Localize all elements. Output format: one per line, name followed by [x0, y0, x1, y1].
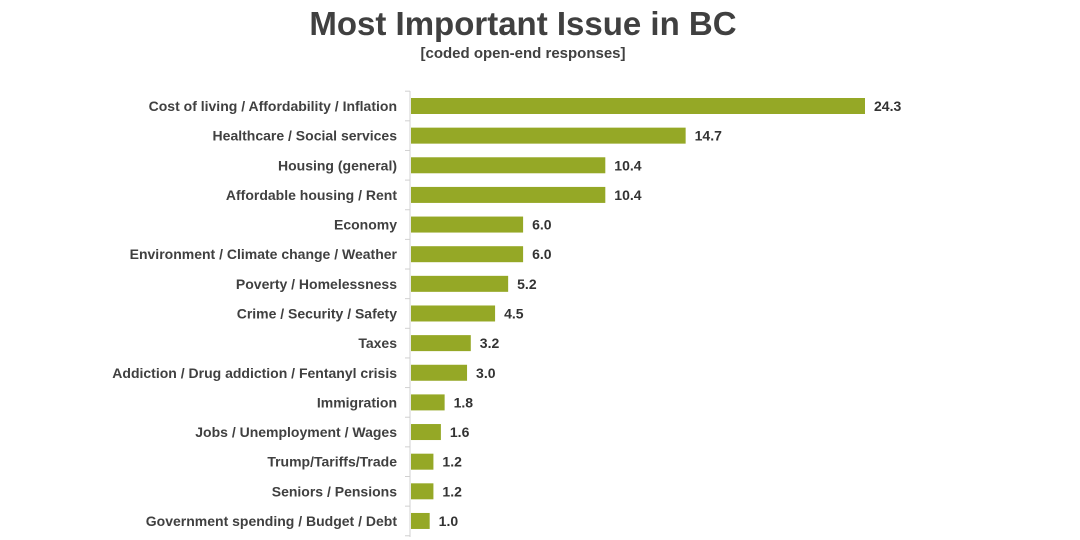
- bar: [411, 424, 441, 441]
- bar: [411, 335, 471, 352]
- bar: [411, 453, 434, 470]
- chart-title: Most Important Issue in BC: [309, 5, 736, 42]
- category-label: Addiction / Drug addiction / Fentanyl cr…: [112, 365, 397, 381]
- category-label: Government spending / Budget / Debt: [146, 513, 398, 529]
- value-label: 6.0: [532, 246, 552, 262]
- category-label: Environment / Climate change / Weather: [130, 246, 398, 262]
- value-label: 3.2: [480, 335, 500, 351]
- bar: [411, 483, 434, 500]
- y-axis: [405, 90, 411, 537]
- value-label: 1.2: [442, 454, 462, 470]
- value-label: 24.3: [874, 98, 901, 114]
- bar: [411, 98, 865, 114]
- value-label: 10.4: [614, 187, 641, 203]
- bar: [411, 512, 430, 529]
- category-label: Jobs / Unemployment / Wages: [195, 424, 397, 440]
- category-label: Seniors / Pensions: [272, 483, 397, 499]
- value-label: 1.6: [450, 424, 470, 440]
- value-label: 4.5: [504, 305, 524, 321]
- category-label: Affordable housing / Rent: [226, 187, 397, 203]
- bar: [411, 275, 509, 292]
- bar: [411, 186, 606, 203]
- bar: [411, 246, 524, 263]
- category-label: Trump/Tariffs/Trade: [267, 454, 397, 470]
- category-label: Cost of living / Affordability / Inflati…: [149, 98, 397, 114]
- chart-subtitle: [coded open-end responses]: [420, 45, 625, 62]
- category-label: Crime / Security / Safety: [237, 305, 398, 321]
- category-label: Economy: [334, 217, 397, 233]
- category-label: Taxes: [358, 335, 397, 351]
- bar: [411, 127, 686, 144]
- value-label: 1.0: [439, 513, 459, 529]
- category-label: Housing (general): [278, 157, 397, 173]
- category-label: Healthcare / Social services: [213, 128, 398, 144]
- value-label: 1.8: [454, 394, 474, 410]
- value-label: 14.7: [695, 128, 722, 144]
- bars-group: Cost of living / Affordability / Inflati…: [112, 98, 901, 529]
- bar: [411, 394, 445, 411]
- bar: [411, 305, 496, 322]
- category-label: Poverty / Homelessness: [236, 276, 397, 292]
- category-label: Immigration: [317, 394, 397, 410]
- bar: [411, 157, 606, 174]
- value-label: 6.0: [532, 217, 552, 233]
- value-label: 1.2: [442, 483, 462, 499]
- bar: [411, 216, 524, 233]
- value-label: 3.0: [476, 365, 496, 381]
- value-label: 10.4: [614, 157, 641, 173]
- bar: [411, 364, 468, 381]
- value-label: 5.2: [517, 276, 537, 292]
